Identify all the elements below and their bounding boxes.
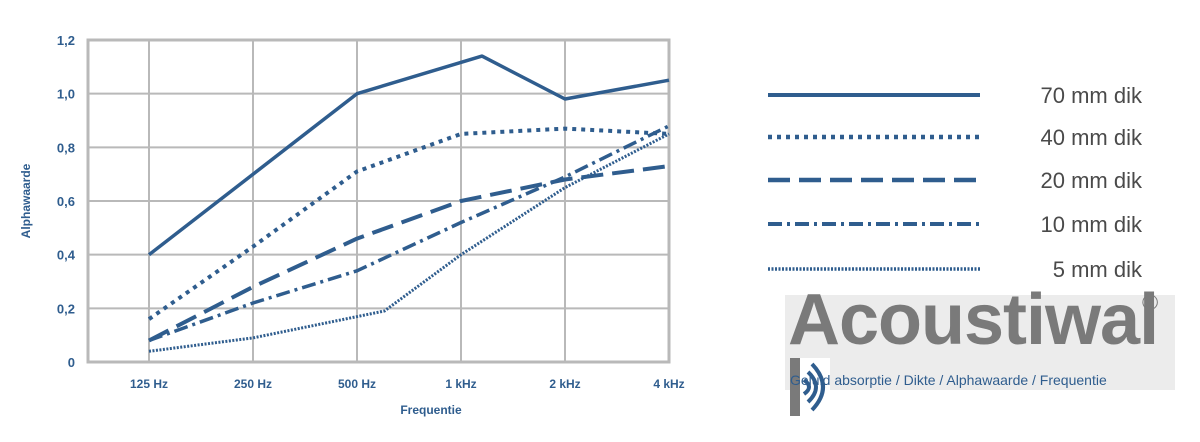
legend-label: 70 mm dik [1041, 83, 1143, 108]
x-tick-label: 500 Hz [338, 377, 376, 391]
legend-label: 20 mm dik [1041, 168, 1143, 193]
legend: 70 mm dik 40 mm dik 20 mm dik 10 mm dik 5 mm… [768, 83, 1143, 282]
series-line-0 [147, 54, 670, 257]
brand-subtitle: Geluid absorptie / Dikte / Alphawaarde /… [790, 372, 1107, 388]
registered-mark: ® [1142, 290, 1159, 315]
x-tick-label: 250 Hz [234, 377, 272, 391]
brand-background [785, 295, 1175, 390]
x-axis-label: Frequentie [400, 403, 462, 417]
series-line-4 [148, 132, 670, 353]
x-tick-labels: 125 Hz 250 Hz 500 Hz 1 kHz 2 kHz 4 kHz [130, 377, 685, 391]
sound-wave-icon [790, 358, 830, 416]
brand-logo: Acoustiwal [788, 284, 1200, 428]
y-tick-label: 0,2 [57, 301, 75, 316]
legend-label: 40 mm dik [1041, 125, 1143, 150]
series-lines [147, 54, 670, 353]
x-tick-label: 2 kHz [549, 377, 580, 391]
legend-label: 10 mm dik [1041, 212, 1143, 237]
y-tick-label: 1,0 [57, 87, 75, 102]
y-tick-label: 0 [68, 355, 75, 370]
legend-label: 5 mm dik [1053, 257, 1143, 282]
x-tick-label: 1 kHz [445, 377, 476, 391]
y-tick-label: 0,4 [57, 248, 76, 263]
y-tick-label: 0,6 [57, 194, 75, 209]
y-tick-label: 0,8 [57, 140, 75, 155]
y-axis-label: Alphawaarde [19, 163, 33, 238]
x-tick-label: 4 kHz [653, 377, 684, 391]
y-tick-label: 1,2 [57, 33, 75, 48]
series-line-3 [148, 124, 670, 343]
x-tick-label: 125 Hz [130, 377, 168, 391]
chart-grid [86, 38, 671, 364]
brand-name: Acoustiwal [788, 280, 1159, 360]
series-line-1 [147, 126, 670, 321]
y-tick-labels: 0 0,2 0,4 0,6 0,8 1,0 1,2 [57, 33, 76, 370]
